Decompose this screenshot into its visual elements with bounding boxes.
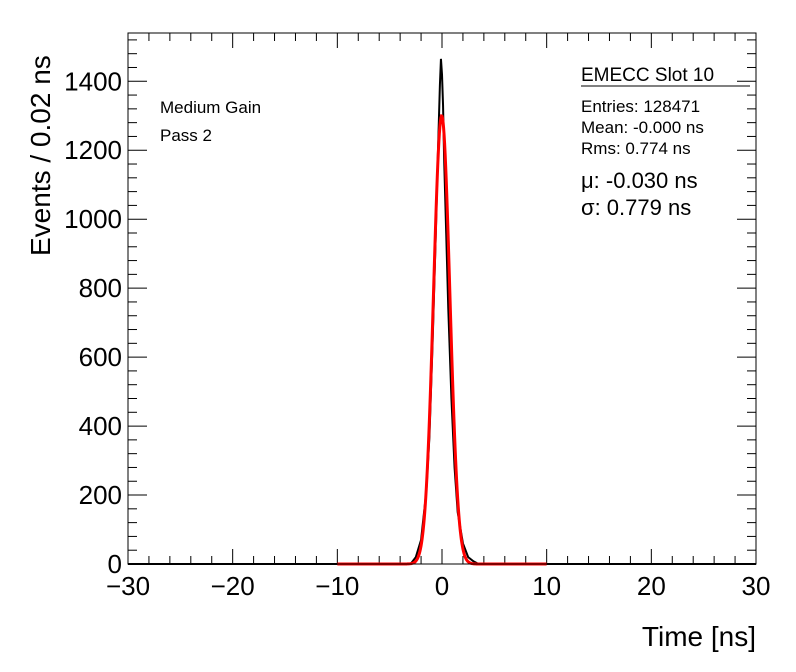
y-tick-label: 200 [79,480,122,510]
y-tick-label: 1000 [64,204,122,234]
y-tick-label: 800 [79,273,122,303]
y-tick-label: 1200 [64,135,122,165]
stats-mean: Mean: -0.000 ns [581,118,704,137]
y-tick-label: 600 [79,342,122,372]
stats-rms: Rms: 0.774 ns [581,139,691,158]
y-tick-label: 400 [79,411,122,441]
pass-label: Pass 2 [160,126,212,145]
x-tick-label: 20 [637,571,666,601]
x-tick-label: −10 [315,571,359,601]
x-tick-label: 30 [742,571,771,601]
x-tick-label: 0 [435,571,449,601]
x-tick-label: −20 [211,571,255,601]
fit-sigma: σ: 0.779 ns [581,195,691,220]
stats-title: EMECC Slot 10 [581,65,714,86]
y-axis-title: Events / 0.02 ns [25,55,56,256]
y-tick-label: 1400 [64,66,122,96]
gain-label: Medium Gain [160,98,261,117]
x-axis-title: Time [ns] [642,621,756,652]
x-tick-label: 10 [532,571,561,601]
stats-entries: Entries: 128471 [581,97,700,116]
y-tick-label: 0 [108,549,122,579]
fit-mu: μ: -0.030 ns [581,168,698,193]
